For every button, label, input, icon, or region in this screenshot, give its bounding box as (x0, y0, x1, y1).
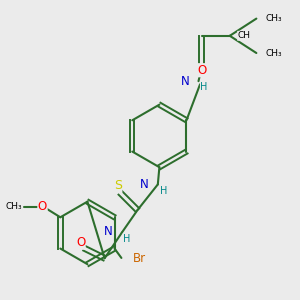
Text: H: H (123, 234, 130, 244)
Text: O: O (197, 64, 206, 77)
Text: CH: CH (238, 31, 250, 40)
Text: S: S (114, 179, 122, 193)
Text: N: N (181, 75, 190, 88)
Text: CH₃: CH₃ (5, 202, 22, 211)
Text: CH₃: CH₃ (266, 49, 282, 58)
Text: O: O (76, 236, 85, 249)
Text: H: H (160, 186, 167, 196)
Text: N: N (140, 178, 149, 191)
Text: Br: Br (133, 252, 146, 265)
Text: O: O (38, 200, 47, 213)
Text: H: H (200, 82, 208, 92)
Text: CH₃: CH₃ (266, 14, 282, 23)
Text: N: N (104, 224, 113, 238)
